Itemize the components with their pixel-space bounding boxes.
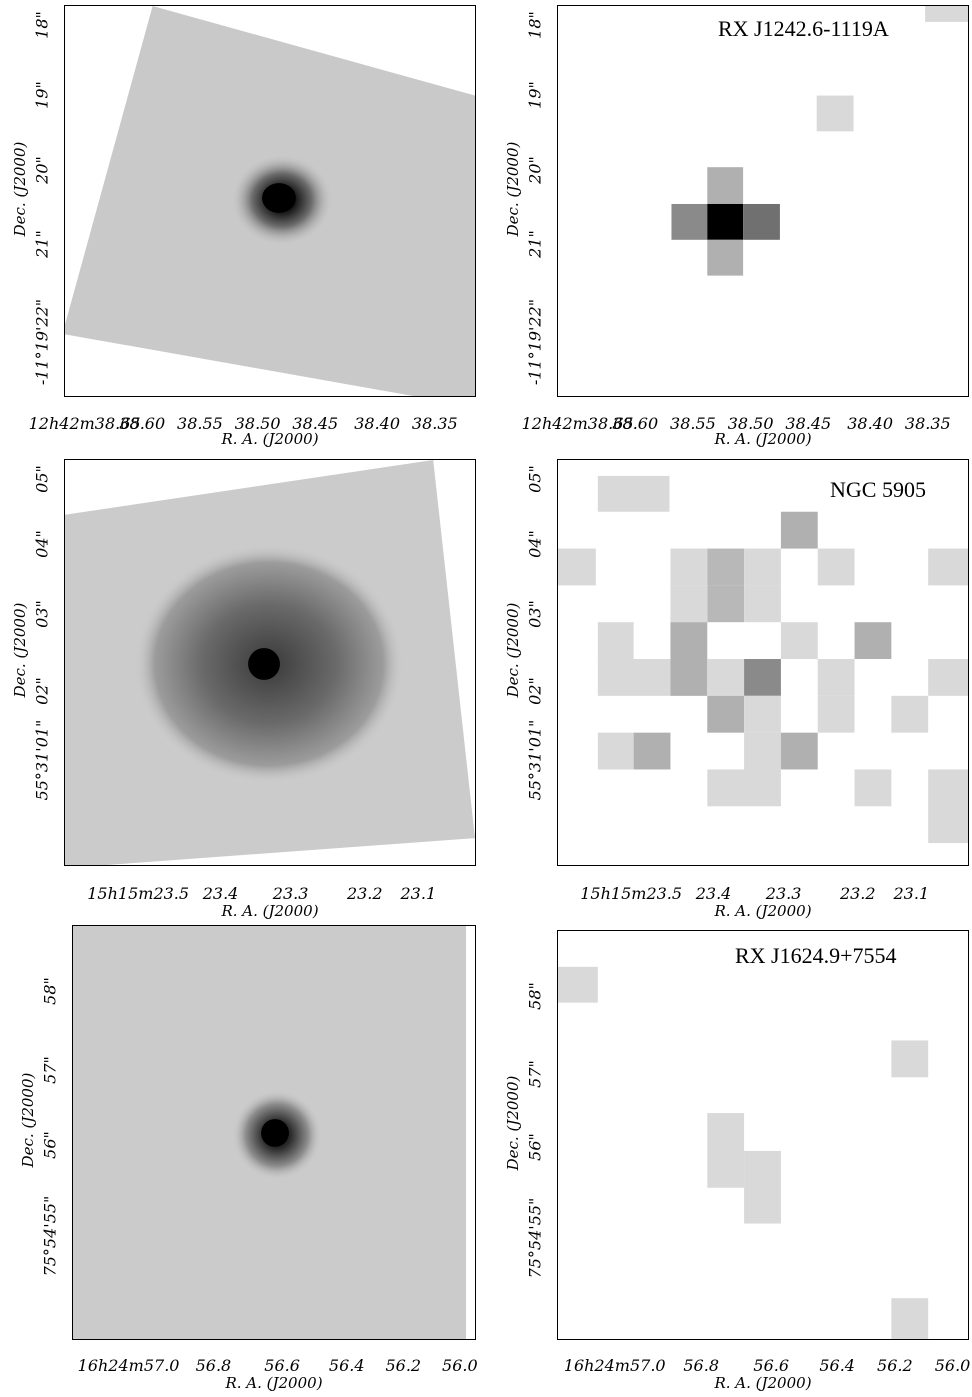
dec-tick-label: 05" — [525, 465, 545, 494]
ra-tick-label: 56.8 — [195, 1356, 232, 1375]
ra-tick-label: 56.6 — [264, 1356, 300, 1375]
ra-tick-label: 15h15m23.5 — [580, 884, 683, 903]
optical-image-1-svg — [65, 6, 475, 396]
dec-tick-label: 02" — [525, 677, 545, 705]
optical-image-1 — [64, 5, 476, 397]
ra-tick-label: 56.0 — [934, 1356, 971, 1375]
ra-tick-label: 23.2 — [839, 884, 876, 903]
ra-tick-label: 23.3 — [272, 884, 309, 903]
dec-tick-label: 75°54'55" — [525, 1197, 545, 1278]
ra-tick-label: 38.35 — [411, 414, 458, 433]
ra-tick-label: 16h24m57.0 — [77, 1356, 180, 1375]
ra-tick-label: 23.4 — [202, 884, 239, 903]
dec-tick-label: 20" — [525, 155, 545, 184]
dec-tick-label: 55°31'01" — [32, 719, 52, 801]
dec-axis-label: Dec. (J2000) — [11, 602, 29, 698]
ra-axis-label: R. A. (J2000) — [714, 902, 812, 920]
ra-tick-label: 23.1 — [400, 884, 437, 903]
object-name-2: NGC 5905 — [830, 477, 926, 502]
ra-tick-label: 38.45 — [785, 414, 832, 433]
ra-tick-label: 38.60 — [119, 414, 166, 433]
ra-tick-label: 23.4 — [695, 884, 732, 903]
xray-map-2-svg — [558, 475, 968, 844]
ra-tick-label: 56.2 — [877, 1356, 913, 1375]
ra-tick-label: 12h42m38.65 — [28, 414, 141, 433]
object-name-1: RX J1242.6-1119A — [718, 16, 889, 41]
optical-image-3 — [72, 925, 476, 1340]
xray-map-1 — [557, 5, 969, 397]
ra-axis-label: R. A. (J2000) — [225, 1374, 323, 1392]
xray-map-3 — [557, 930, 969, 1340]
dec-tick-label: 58" — [525, 981, 545, 1010]
dec-tick-label: 57" — [40, 1056, 60, 1085]
optical-image-2-svg — [65, 460, 475, 865]
ra-tick-label: 56.4 — [819, 1356, 855, 1375]
optical-image-2 — [64, 459, 476, 866]
dec-tick-label: 02" — [32, 677, 52, 705]
dec-tick-label: 75°54'55" — [40, 1195, 60, 1277]
ra-tick-label: 56.0 — [442, 1356, 478, 1375]
optical-image-3-svg — [73, 926, 467, 1339]
dec-tick-label: 04" — [525, 530, 545, 559]
xray-map-2 — [557, 459, 969, 866]
ra-tick-label: 56.6 — [753, 1356, 790, 1375]
ra-tick-label: 56.8 — [683, 1356, 719, 1375]
dec-tick-label: 19" — [525, 81, 545, 110]
dec-tick-label: 56" — [40, 1131, 60, 1159]
ra-tick-label: 23.1 — [893, 884, 930, 903]
dec-axis-label: Dec. (J2000) — [11, 141, 29, 237]
ra-tick-label: 16h24m57.0 — [563, 1356, 666, 1375]
dec-tick-label: -11°19'22" — [525, 298, 545, 386]
ra-tick-label: 23.3 — [765, 884, 802, 903]
xray-map-1-svg — [671, 6, 968, 276]
dec-tick-label: 21" — [32, 230, 52, 258]
dec-tick-label: 55°31'01" — [525, 719, 545, 801]
ra-tick-label: 38.60 — [612, 414, 659, 433]
ra-axis-label: R. A. (J2000) — [221, 430, 319, 448]
dec-tick-label: 20" — [32, 155, 52, 184]
ra-tick-label: 38.35 — [904, 414, 951, 433]
ra-tick-label: 38.40 — [354, 414, 401, 433]
ra-tick-label: 23.2 — [346, 884, 383, 903]
ra-tick-label: 38.55 — [177, 414, 223, 433]
dec-tick-label: 03" — [32, 599, 52, 628]
dec-axis-label: Dec. (J2000) — [504, 602, 522, 698]
dec-tick-label: 03" — [525, 599, 545, 628]
dec-axis-label: Dec. (J2000) — [19, 1072, 37, 1168]
ra-tick-label: 38.55 — [670, 414, 716, 433]
dec-tick-label: 04" — [32, 530, 52, 559]
dec-tick-label: 19" — [32, 81, 52, 110]
ra-tick-label: 56.4 — [328, 1356, 365, 1375]
ra-tick-label: 38.40 — [847, 414, 894, 433]
xray-map-3-svg — [558, 966, 929, 1339]
dec-tick-label: 56" — [525, 1133, 545, 1162]
dec-tick-label: 18" — [525, 10, 545, 39]
ra-axis-label: R. A. (J2000) — [714, 430, 812, 448]
ra-axis-label: R. A. (J2000) — [714, 1374, 812, 1392]
ra-axis-label: R. A. (J2000) — [221, 902, 319, 920]
dec-tick-label: 58" — [40, 977, 60, 1006]
object-name-3: RX J1624.9+7554 — [735, 943, 897, 968]
dec-tick-label: -11°19'22" — [32, 298, 52, 386]
ra-tick-label: 38.45 — [292, 414, 339, 433]
ra-tick-label: 38.50 — [727, 414, 774, 433]
ra-tick-label: 38.50 — [234, 414, 281, 433]
ra-tick-label: 12h42m38.65 — [521, 414, 634, 433]
ra-tick-label: 15h15m23.5 — [87, 884, 190, 903]
dec-axis-label: Dec. (J2000) — [504, 141, 522, 237]
dec-tick-label: 18" — [32, 10, 52, 39]
dec-tick-label: 05" — [32, 465, 52, 494]
dec-tick-label: 57" — [525, 1059, 545, 1088]
ra-tick-label: 56.2 — [385, 1356, 422, 1375]
dec-axis-label: Dec. (J2000) — [504, 1075, 522, 1171]
dec-tick-label: 21" — [525, 230, 545, 258]
